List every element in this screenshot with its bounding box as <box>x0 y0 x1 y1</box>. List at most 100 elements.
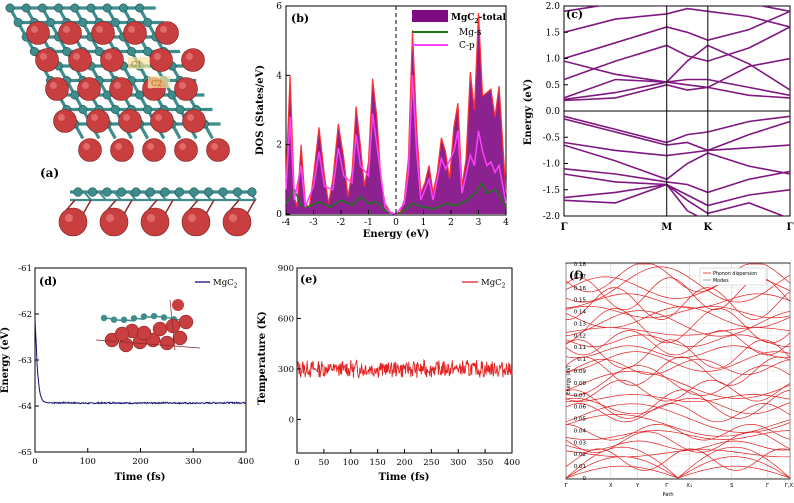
phonon-band <box>565 389 791 419</box>
panel-b-dos: -4 -3 -2 -1 0 1 2 3 4 0 2 4 6 (b) Energy (eV) DOS (S… <box>255 2 509 240</box>
panel-e-label: (e) <box>300 273 317 286</box>
legend-label-mg-s: Mg-s <box>459 28 482 38</box>
phonon-y-tick-label: 0.08 <box>574 381 587 387</box>
phonon-y-tick-label: 0.05 <box>574 417 587 423</box>
atom-highlight <box>91 114 98 121</box>
dos-y-tick-label: 4 <box>276 71 282 81</box>
legend-swatch-total <box>412 10 448 22</box>
phonon-y-tick-label: 0.14 <box>574 310 587 316</box>
mg-atoms <box>26 21 230 162</box>
c2-label: C2 <box>151 79 162 88</box>
side-carbon-atom <box>247 187 257 197</box>
panel-f-label: (f) <box>569 269 584 282</box>
atom-highlight <box>160 26 167 33</box>
magnesium-atom <box>110 138 134 162</box>
phonon-band <box>565 263 791 293</box>
atom-highlight <box>73 53 80 60</box>
dos-x-tick-label: 2 <box>448 218 454 228</box>
phonon-path-label: X <box>609 483 613 489</box>
magnesium-atom <box>45 77 69 101</box>
energy-x-tick-label: 0 <box>32 457 37 467</box>
magnesium-atom <box>68 48 92 72</box>
band-y-tick-label: 2.0 <box>546 2 561 12</box>
side-bond <box>143 191 152 201</box>
phonon-path-label: Y <box>635 483 640 489</box>
phonon-path-label: Γ <box>564 483 568 489</box>
inset-mg-atom <box>172 299 184 311</box>
legend-label-c-p: C-p <box>459 41 475 51</box>
band-line <box>564 118 790 152</box>
phonon-band <box>565 403 791 433</box>
side-bond <box>83 191 92 201</box>
temperature-y-tick-label: 900 <box>278 264 294 274</box>
carbon-atom <box>21 3 31 13</box>
dos-y-tick-label: 0 <box>276 210 282 220</box>
atom-highlight <box>114 82 121 89</box>
energy-y-tick-label: -61 <box>18 264 32 274</box>
temperature-legend: MgC2 <box>462 278 506 290</box>
mg-c-bond <box>123 199 133 215</box>
side-carbon-atom <box>102 187 112 197</box>
magnesium-atom <box>77 77 101 101</box>
temperature-y-tick-label: 0 <box>289 415 294 425</box>
phonon-band <box>565 339 791 369</box>
atom-highlight <box>123 114 130 121</box>
dos-x-tick-label: 3 <box>476 218 482 228</box>
side-mg-atom <box>222 207 252 237</box>
inset-mg-atom <box>159 335 175 351</box>
energy-y-tick-label: -62 <box>18 310 32 320</box>
atom-highlight <box>106 214 114 222</box>
phonon-band <box>565 293 791 309</box>
magnesium-atom <box>174 138 198 162</box>
k-point-label: K <box>703 222 712 233</box>
c2-site-highlight <box>148 76 170 88</box>
atom-highlight <box>229 214 237 222</box>
magnesium-atom <box>91 21 115 45</box>
magnesium-atom <box>206 138 230 162</box>
dos-c-p-line <box>285 75 507 215</box>
dos-series <box>285 12 507 215</box>
dos-x-tick-label: 4 <box>503 218 509 228</box>
magnesium-atom <box>123 21 147 45</box>
inset-carbon-atom <box>120 316 128 324</box>
magnesium-atom <box>174 77 198 101</box>
panel-c-bands: Γ M K Γ-2.0-1.5-1.0-0.50.00.51.01.52.0 (c) … <box>523 2 794 233</box>
atom-highlight <box>128 26 135 33</box>
phonon-y-tick-label: 0.02 <box>574 452 586 458</box>
energy-y-tick-label: -63 <box>18 356 32 366</box>
carbon-atom <box>78 17 88 27</box>
phonon-y-tick-label: 0.13 <box>574 321 587 327</box>
dos-axes: -4 -3 -2 -1 0 1 2 3 4 0 2 4 6 <box>276 2 509 228</box>
dos-y-axis-title: DOS (States/eV) <box>255 65 266 155</box>
temperature-x-tick-label: 300 <box>450 458 466 468</box>
c1-site-highlight <box>128 57 150 69</box>
atom-highlight <box>147 143 154 150</box>
phonon-band <box>565 431 791 453</box>
energy-x-tick-label: 200 <box>132 457 148 467</box>
panel-d-energy: 0 100 200 300 400 -65 -64 -63 -62 -61 (d) Time (f… <box>0 264 254 483</box>
band-line <box>564 81 790 101</box>
atom-highlight <box>40 53 47 60</box>
side-bond <box>98 191 107 201</box>
dos-x-tick-label: -1 <box>364 218 373 228</box>
carbon-atom <box>70 3 80 13</box>
phonon-band <box>565 334 790 347</box>
phonon-y-tick-label: 0.16 <box>574 286 587 292</box>
k-point-label: Γ <box>560 222 567 233</box>
side-view-structure <box>58 187 257 237</box>
band-y-tick-label: -1.5 <box>543 186 561 196</box>
dos-x-tick-label: -3 <box>309 218 318 228</box>
carbon-atom <box>175 105 185 115</box>
atom-highlight <box>155 114 162 121</box>
dos-x-tick-label: -2 <box>337 218 346 228</box>
atom-highlight <box>50 82 57 89</box>
carbon-atom <box>37 3 47 13</box>
magnesium-atom <box>58 21 82 45</box>
temperature-plot-frame <box>296 267 513 454</box>
phonon-y-tick-label: 0.04 <box>574 428 587 434</box>
legend-label-total: MgC2-total <box>451 13 506 25</box>
carbon-atom <box>110 17 120 27</box>
dos-x-tick-label: 1 <box>421 218 427 228</box>
band-y-axis-title: Energy (eV) <box>523 79 534 145</box>
